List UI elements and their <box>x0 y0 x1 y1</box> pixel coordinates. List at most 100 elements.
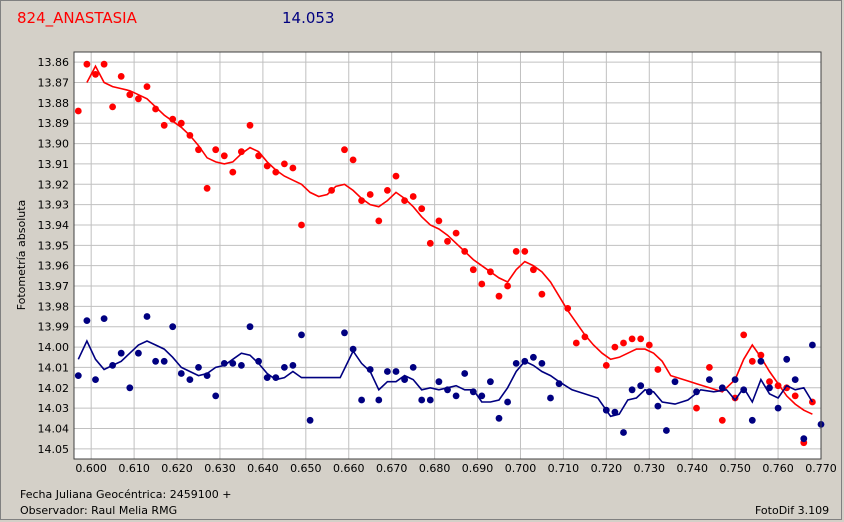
red-data-point <box>581 333 589 341</box>
blue-data-point <box>426 396 434 404</box>
blue-data-point <box>246 323 254 331</box>
red-data-point <box>349 156 357 164</box>
blue-data-point <box>555 380 563 388</box>
red-data-point <box>538 290 546 298</box>
blue-data-point <box>375 396 383 404</box>
blue-data-point <box>620 429 627 436</box>
red-data-point <box>212 146 220 154</box>
red-data-point <box>611 343 619 351</box>
red-data-point <box>740 331 748 339</box>
x-tick-label: 0.650 <box>290 462 322 475</box>
blue-data-point <box>611 408 619 416</box>
x-axis-ticks: 0.600 0.610 0.620 0.630 0.640 0.650 0.660 0.670… <box>75 462 836 475</box>
blue-data-point <box>547 394 554 402</box>
x-tick-label: 0.750 <box>719 462 751 475</box>
blue-data-point <box>160 357 168 365</box>
blue-data-point <box>298 331 305 339</box>
y-tick-label: 13.86 <box>38 56 70 69</box>
red-data-point <box>328 187 335 194</box>
red-data-point <box>718 416 726 424</box>
red-data-point <box>512 248 520 255</box>
red-data-point <box>628 335 636 343</box>
x-tick-label: 0.680 <box>419 462 451 475</box>
x-tick-label: 0.630 <box>204 462 236 475</box>
blue-trend-line <box>77 339 814 418</box>
red-data-point <box>298 221 305 229</box>
red-data-point <box>645 341 653 349</box>
y-tick-label: 13.95 <box>38 239 70 252</box>
blue-data-point <box>663 427 670 434</box>
blue-data-point <box>238 362 245 369</box>
red-data-point <box>791 392 799 400</box>
y-axis-label: Fotometría absoluta <box>15 200 28 311</box>
red-data-point <box>100 60 108 68</box>
blue-data-point <box>401 376 408 383</box>
red-data-point <box>435 217 443 225</box>
blue-data-point <box>409 364 417 371</box>
blue-data-point <box>637 382 645 390</box>
red-data-point <box>195 146 202 154</box>
blue-data-point <box>126 384 134 392</box>
red-data-point <box>572 339 580 347</box>
blue-data-point <box>671 378 679 386</box>
blue-data-point <box>766 384 773 392</box>
y-tick-label: 14.05 <box>38 443 70 456</box>
blue-data-point <box>109 362 116 369</box>
x-tick-label: 0.760 <box>762 462 794 475</box>
red-trend-line <box>86 64 813 415</box>
red-data-point <box>409 193 417 200</box>
red-data-point <box>160 121 168 129</box>
x-tick-label: 0.740 <box>676 462 708 475</box>
blue-data-point <box>135 349 142 357</box>
blue-data-point <box>117 349 125 357</box>
red-data-point <box>706 364 713 371</box>
red-data-point <box>263 162 271 170</box>
blue-data-point <box>169 323 177 331</box>
blue-data-point <box>143 313 151 320</box>
red-data-point <box>272 168 280 176</box>
red-data-point <box>521 248 529 255</box>
y-tick-label: 13.87 <box>38 77 70 90</box>
blue-data-point <box>757 357 765 365</box>
blue-data-point <box>220 360 228 367</box>
x-tick-label: 0.670 <box>376 462 408 475</box>
red-data-point <box>255 152 262 160</box>
blue-data-point <box>212 392 220 400</box>
blue-data-point <box>83 317 91 324</box>
x-tick-label: 0.720 <box>591 462 623 475</box>
x-tick-label: 0.640 <box>247 462 279 475</box>
plot-area <box>74 52 821 459</box>
blue-data-point <box>229 360 237 367</box>
blue-data-point <box>92 376 99 383</box>
red-data-point <box>444 237 451 245</box>
blue-data-point <box>74 372 82 379</box>
blue-data-point <box>800 435 808 443</box>
red-data-point <box>186 132 194 139</box>
x-tick-label: 0.770 <box>805 462 837 475</box>
x-tick-label: 0.730 <box>634 462 666 475</box>
red-data-point <box>384 187 391 194</box>
red-data-point <box>757 351 765 359</box>
y-tick-label: 13.93 <box>38 199 70 212</box>
red-data-point <box>766 378 773 386</box>
blue-data-point <box>306 416 314 424</box>
blue-data-point <box>366 366 374 373</box>
blue-data-point <box>281 364 288 371</box>
red-data-point <box>654 366 662 373</box>
blue-data-point <box>478 392 486 400</box>
magnitude-value: 14.053 <box>282 9 335 27</box>
blue-data-point <box>740 386 748 394</box>
red-data-point <box>152 105 160 113</box>
blue-data-point <box>602 406 610 414</box>
red-data-point <box>602 362 610 369</box>
observer-label: Observador: Raul Melia RMG <box>20 504 178 517</box>
red-data-point <box>375 217 383 225</box>
red-data-point <box>341 146 348 154</box>
blue-data-point <box>495 414 503 422</box>
blue-data-point <box>272 374 280 381</box>
red-data-point <box>620 339 627 347</box>
red-data-point <box>461 248 469 255</box>
blue-data-point <box>435 378 443 386</box>
